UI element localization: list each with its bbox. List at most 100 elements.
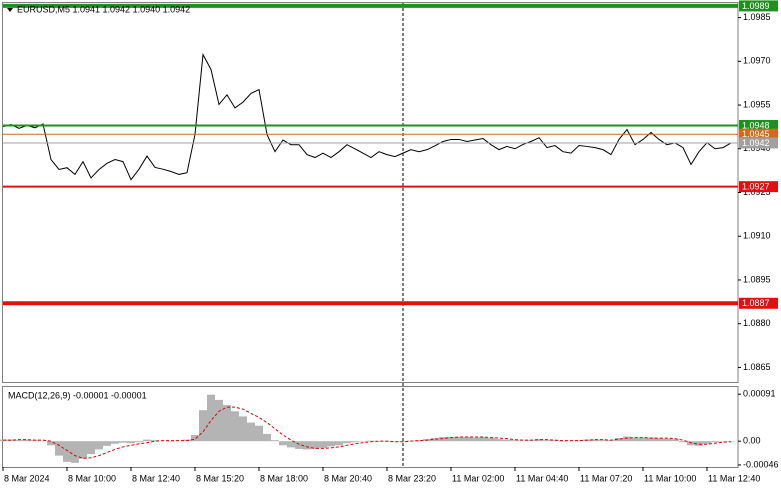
histogram-bar xyxy=(215,399,223,442)
level-label: 1.0989 xyxy=(742,1,770,11)
histogram-bar xyxy=(415,440,423,442)
histogram-bar xyxy=(535,439,543,442)
x-tick-label: 8 Mar 10:00 xyxy=(68,473,116,483)
level-label-box xyxy=(739,137,778,149)
histogram-bar xyxy=(223,405,231,442)
histogram-bar xyxy=(519,440,527,442)
histogram-bar xyxy=(71,441,79,463)
histogram-bar xyxy=(711,441,719,443)
level-label-box xyxy=(739,181,778,193)
histogram-bar xyxy=(151,440,159,442)
histogram-bar xyxy=(31,440,39,442)
level-label: 1.0927 xyxy=(742,182,770,192)
histogram-bar xyxy=(351,441,359,443)
histogram-bar xyxy=(703,441,711,444)
histogram-bar xyxy=(639,438,647,442)
histogram-bar xyxy=(615,438,623,442)
histogram-bar xyxy=(135,441,143,443)
y-tick-label: 1.0985 xyxy=(743,12,771,22)
macd-panel-frame xyxy=(2,386,739,468)
histogram-bar xyxy=(199,410,207,442)
histogram-bar xyxy=(511,440,519,442)
x-tick-label: 8 Mar 18:00 xyxy=(260,473,308,483)
x-tick-label: 8 Mar 15:20 xyxy=(196,473,244,483)
level-label: 1.0942 xyxy=(742,138,770,148)
histogram-bar xyxy=(335,441,343,446)
histogram-bar xyxy=(95,441,103,450)
histogram-bar xyxy=(487,438,495,442)
histogram-bar xyxy=(191,434,199,442)
histogram-bar xyxy=(631,438,639,442)
macd-title: MACD(12,26,9) -0.00001 -0.00001 xyxy=(8,390,147,400)
level-label: 1.0945 xyxy=(742,129,770,139)
x-tick-label: 11 Mar 10:00 xyxy=(644,473,696,483)
histogram-bar xyxy=(359,441,367,442)
histogram-bar xyxy=(303,441,311,450)
histogram-bar xyxy=(311,441,319,449)
histogram-bar xyxy=(575,440,583,442)
histogram-bar xyxy=(79,441,87,459)
y-tick-label: 1.0865 xyxy=(743,362,771,372)
level-label-box xyxy=(739,0,778,12)
histogram-bar xyxy=(127,441,135,444)
histogram-bar xyxy=(727,441,735,442)
histogram-bar xyxy=(591,439,599,442)
histogram-bar xyxy=(503,439,511,442)
histogram-bar xyxy=(375,441,383,442)
label-layer: EURUSD,M5 1.0941 1.0942 1.0940 1.0942 MA… xyxy=(4,0,779,483)
histogram-bar xyxy=(647,437,655,442)
histogram-bar xyxy=(319,441,327,448)
histogram-bar xyxy=(687,441,695,446)
histogram-bar xyxy=(103,441,111,446)
x-tick-label: 8 Mar 23:20 xyxy=(388,473,436,483)
histogram-bar xyxy=(607,440,615,442)
histogram-bar xyxy=(543,440,551,442)
histogram-bar xyxy=(287,441,295,448)
y-tick-label: 1.0910 xyxy=(743,231,771,241)
histogram-bar xyxy=(367,440,375,442)
x-tick-label: 8 Mar 12:40 xyxy=(132,473,180,483)
histogram-bar xyxy=(47,441,55,446)
y-tick-label: 0.00091 xyxy=(743,389,776,399)
histogram-bar xyxy=(207,394,215,442)
y-tick-label: 1.0895 xyxy=(743,274,771,284)
level-label-box xyxy=(739,297,778,309)
histogram-bar xyxy=(167,441,175,442)
histogram-bar xyxy=(551,440,559,442)
signal-line xyxy=(3,406,732,459)
level-label-box xyxy=(739,119,778,131)
x-tick-label: 11 Mar 02:00 xyxy=(452,473,504,483)
histogram-bar xyxy=(343,441,351,444)
x-tick-label: 8 Mar 20:40 xyxy=(324,473,372,483)
menu-triangle xyxy=(7,8,13,12)
y-tick-label: -0.00046 xyxy=(743,459,779,469)
y-tick-label: 0.00 xyxy=(743,436,761,446)
histogram-bar xyxy=(391,441,399,442)
histogram-bar xyxy=(239,416,247,442)
chart-title: EURUSD,M5 1.0941 1.0942 1.0940 1.0942 xyxy=(17,4,190,14)
histogram-bar xyxy=(87,441,95,455)
histogram-bar xyxy=(599,440,607,442)
histogram-bar xyxy=(479,437,487,442)
y-tick-label: 1.0880 xyxy=(743,318,771,328)
histogram-bar xyxy=(271,440,279,442)
histogram-bar xyxy=(327,441,335,447)
histogram-bar xyxy=(655,438,663,442)
histogram-bar xyxy=(247,422,255,442)
price-line xyxy=(2,52,732,181)
histogram-bar xyxy=(471,437,479,442)
histogram-bar xyxy=(719,441,727,442)
histogram-bar xyxy=(55,441,63,456)
histogram-bar xyxy=(447,437,455,442)
histogram-bar xyxy=(295,441,303,449)
histogram-bar xyxy=(119,441,127,443)
histogram-bar xyxy=(255,425,263,442)
level-label: 1.0948 xyxy=(742,120,770,130)
histogram-bar xyxy=(671,439,679,442)
histogram-bar xyxy=(663,438,671,442)
x-tick-label: 11 Mar 12:40 xyxy=(708,473,760,483)
histogram-bar xyxy=(279,441,287,446)
